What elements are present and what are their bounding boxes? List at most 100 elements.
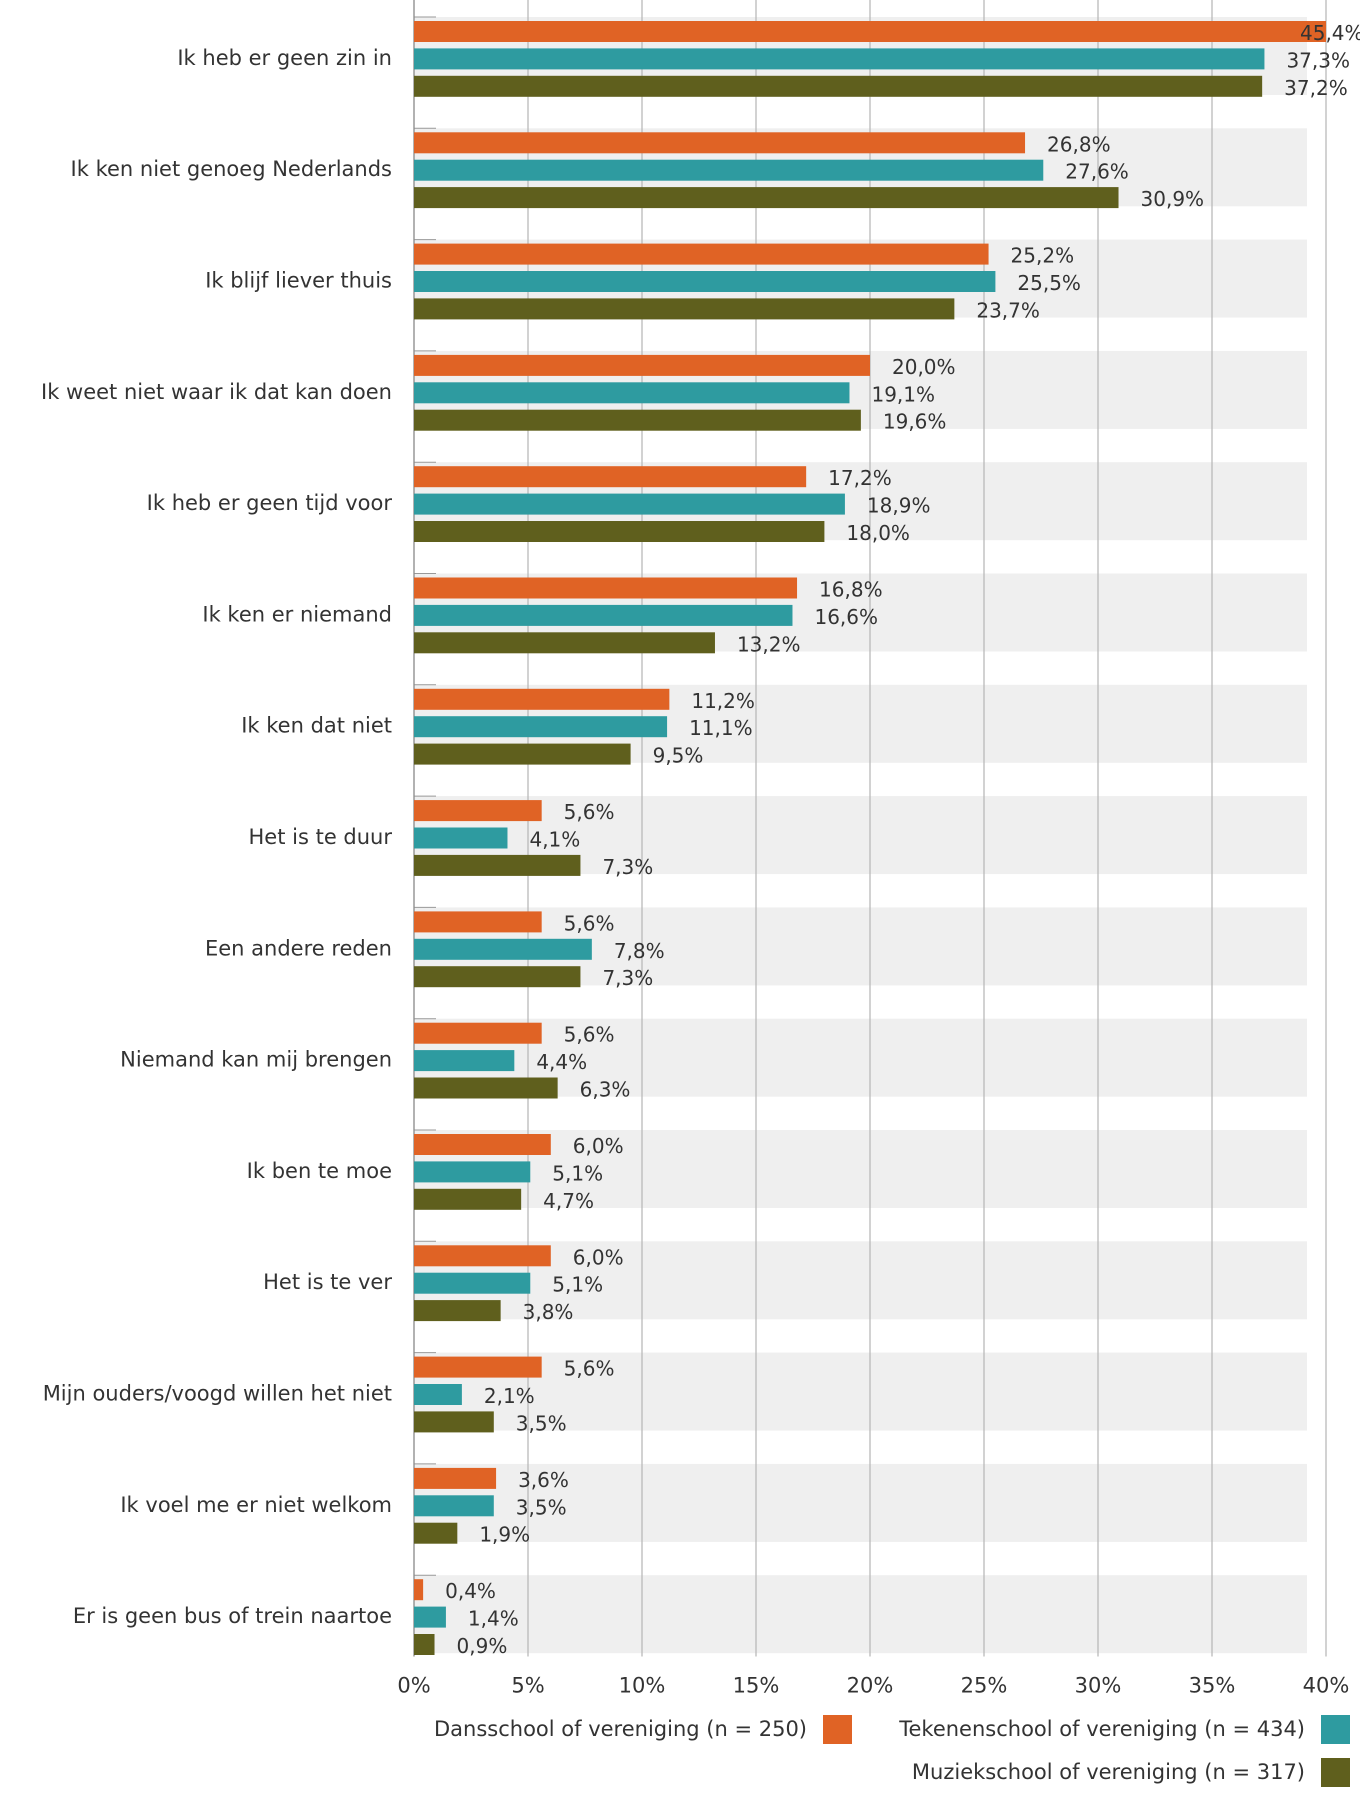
category-label: Er is geen bus of trein naartoe xyxy=(73,1604,392,1628)
category-label: Een andere reden xyxy=(205,936,392,960)
category-label: Ik voel me er niet welkom xyxy=(120,1493,392,1517)
legend-label: Muziekschool of vereniging (n = 317) xyxy=(912,1760,1305,1784)
x-tick-label: 10% xyxy=(619,1674,666,1698)
legend-swatch xyxy=(1321,1715,1350,1744)
bar xyxy=(414,1634,435,1655)
bar xyxy=(414,493,845,515)
value-label: 4,7% xyxy=(543,1189,594,1213)
bar xyxy=(414,938,592,960)
bar xyxy=(414,827,508,849)
category-label: Ik heb er geen tijd voor xyxy=(147,491,393,515)
bar xyxy=(414,1606,446,1628)
bar xyxy=(414,577,798,599)
value-label: 37,3% xyxy=(1286,48,1350,72)
bar xyxy=(414,75,1263,97)
value-label: 37,2% xyxy=(1284,76,1348,100)
x-tick-label: 0% xyxy=(397,1674,430,1698)
bar xyxy=(414,1050,515,1072)
bar xyxy=(414,1411,494,1433)
value-label: 5,1% xyxy=(552,1273,603,1297)
bar xyxy=(414,298,955,320)
value-label: 30,9% xyxy=(1141,187,1205,211)
category-label: Het is te duur xyxy=(249,825,393,849)
category-label: Ik ken er niemand xyxy=(202,602,392,626)
bar xyxy=(414,187,1119,209)
bar xyxy=(414,159,1044,181)
bar xyxy=(414,966,581,988)
bar xyxy=(414,1384,462,1405)
row-band xyxy=(414,1241,1307,1320)
value-label: 18,0% xyxy=(846,521,910,545)
row-band xyxy=(414,1130,1307,1208)
value-label: 6,3% xyxy=(580,1078,631,1102)
value-label: 27,6% xyxy=(1065,160,1129,184)
bar xyxy=(414,800,542,822)
value-label: 20,0% xyxy=(892,355,956,379)
row-band xyxy=(414,1575,1307,1654)
value-label: 17,2% xyxy=(828,466,892,490)
bar xyxy=(414,271,996,292)
legend-label: Tekenenschool of vereniging (n = 434) xyxy=(898,1717,1305,1741)
bar xyxy=(414,466,807,488)
value-label: 4,4% xyxy=(536,1050,587,1074)
bar xyxy=(414,1161,531,1183)
value-label: 18,9% xyxy=(867,494,931,518)
bar xyxy=(414,1495,494,1517)
bar xyxy=(414,911,542,933)
value-label: 16,6% xyxy=(814,605,878,629)
value-label: 45,4% xyxy=(1300,21,1360,45)
bar xyxy=(414,1077,558,1099)
x-tick-label: 20% xyxy=(847,1674,894,1698)
value-label: 0,4% xyxy=(445,1579,496,1603)
x-tick-label: 40% xyxy=(1303,1674,1350,1698)
bar xyxy=(414,632,715,654)
category-label: Ik weet niet waar ik dat kan doen xyxy=(41,380,392,404)
row-band xyxy=(414,1018,1307,1097)
value-label: 3,5% xyxy=(516,1495,567,1519)
value-label: 6,0% xyxy=(573,1245,624,1269)
bar xyxy=(414,854,581,876)
value-label: 1,9% xyxy=(479,1523,530,1547)
category-label: Niemand kan mij brengen xyxy=(120,1048,392,1072)
value-label: 5,6% xyxy=(564,1357,615,1381)
category-label: Het is te ver xyxy=(263,1270,392,1294)
bar xyxy=(414,1134,551,1155)
bar xyxy=(414,48,1265,70)
value-label: 25,5% xyxy=(1017,271,1081,295)
value-label: 3,8% xyxy=(523,1300,574,1324)
bar xyxy=(414,382,850,404)
x-tick-label: 35% xyxy=(1189,1674,1236,1698)
value-label: 1,4% xyxy=(468,1607,519,1631)
value-label: 7,8% xyxy=(614,939,665,963)
row-band xyxy=(414,1352,1307,1431)
x-tick-label: 5% xyxy=(511,1674,544,1698)
bar xyxy=(414,1300,501,1322)
category-label: Ik blijf liever thuis xyxy=(205,269,392,293)
bar xyxy=(414,409,861,431)
bar xyxy=(414,1022,542,1044)
category-label: Ik heb er geen zin in xyxy=(177,46,392,70)
value-label: 3,5% xyxy=(516,1411,567,1435)
bar xyxy=(414,354,870,376)
category-label: Mijn ouders/voogd willen het niet xyxy=(43,1382,392,1406)
legend-label: Dansschool of vereniging (n = 250) xyxy=(434,1717,807,1741)
bar xyxy=(414,132,1026,154)
value-label: 11,2% xyxy=(691,689,755,713)
value-label: 3,6% xyxy=(518,1468,569,1492)
row-band xyxy=(414,1463,1307,1542)
bar xyxy=(414,1522,458,1544)
value-label: 23,7% xyxy=(976,298,1040,322)
value-label: 9,5% xyxy=(653,744,704,768)
value-label: 19,1% xyxy=(871,382,935,406)
bar xyxy=(414,743,631,765)
value-label: 13,2% xyxy=(737,632,801,656)
bar xyxy=(414,243,989,265)
bar xyxy=(414,1245,551,1267)
bar xyxy=(414,1356,542,1378)
value-label: 2,1% xyxy=(484,1384,535,1408)
category-label: Ik ben te moe xyxy=(247,1159,392,1183)
category-label: Ik ken niet genoeg Nederlands xyxy=(71,157,392,181)
bar xyxy=(414,1467,497,1489)
value-label: 5,6% xyxy=(564,1023,615,1047)
